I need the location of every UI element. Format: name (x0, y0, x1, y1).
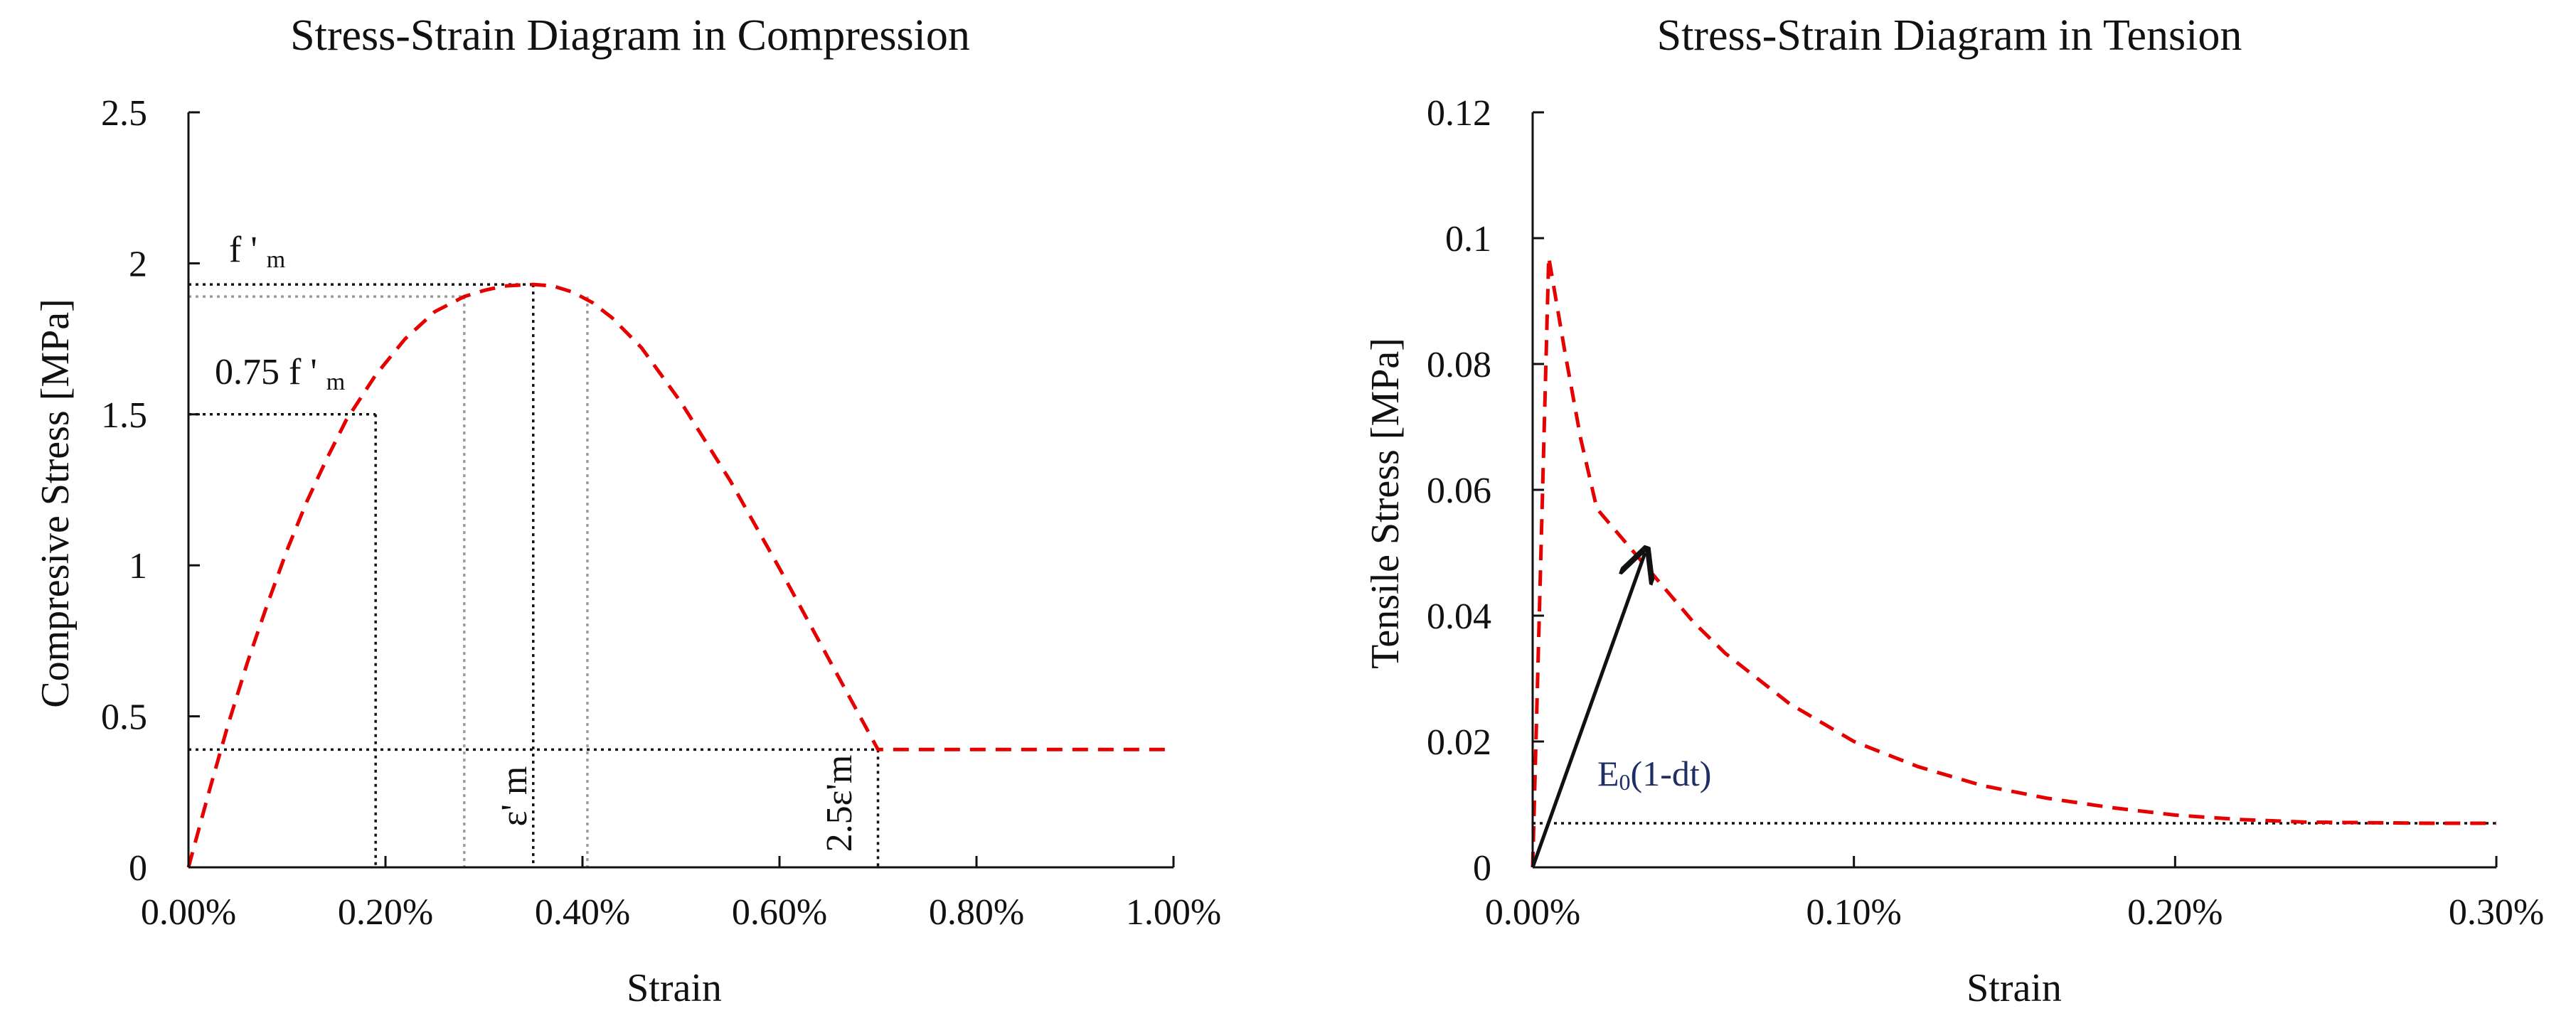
y-tick-label: 1 (129, 546, 147, 587)
tension-y-axis-label: Tensile Stress [MPa] (1363, 338, 1407, 669)
y-tick-label: 2 (129, 244, 147, 284)
compression-tick-labels: 0 0.5 1 1.5 2 2.5 0.00% 0.20% 0.40% 0.60% 0.80% 1.0… (101, 93, 1221, 933)
y-tick-label: 0.02 (1427, 722, 1491, 763)
compression-chart-title: Stress-Strain Diagram in Compression (290, 11, 970, 60)
y-tick-label: 0.1 (1445, 219, 1491, 259)
tension-axes (1531, 111, 2498, 869)
x-tick-label: 0.80% (929, 892, 1024, 933)
x-tick-label: 0.60% (732, 892, 827, 933)
annotation-075fm: 0.75 f ' m (215, 352, 345, 395)
compression-y-axis-label: Compresive Stress [MPa] (33, 299, 78, 708)
x-tick-label: 1.00% (1126, 892, 1221, 933)
y-tick-label: 1.5 (101, 395, 147, 436)
annotation-fm: f ' m (229, 230, 285, 273)
compression-series-line (186, 282, 1173, 868)
compression-x-axis-label: Strain (627, 966, 722, 1010)
stiffness-arrow (1531, 553, 1645, 868)
tension-tick-labels: 0 0.02 0.04 0.06 0.08 0.1 0.12 0.00% 0.10% 0.20% 0… (1427, 93, 2544, 933)
y-tick-label: 0 (1473, 848, 1491, 889)
x-tick-label: 0.40% (535, 892, 630, 933)
y-tick-label: 0.06 (1427, 471, 1491, 511)
annotation-em: ε' m (494, 766, 535, 827)
y-tick-label: 0 (129, 848, 147, 889)
x-tick-label: 0.00% (1485, 892, 1580, 933)
annotation-stiffness: E0(1-dt) (1597, 754, 1711, 795)
tension-chart-title: Stress-Strain Diagram in Tension (1657, 11, 2242, 60)
x-tick-label: 0.20% (338, 892, 433, 933)
x-tick-label: 0.20% (2127, 892, 2223, 933)
tension-x-axis-label: Strain (1966, 966, 2062, 1010)
annotation-25em: 2.5ε'm (819, 755, 860, 852)
x-tick-label: 0.00% (141, 892, 236, 933)
y-tick-label: 2.5 (101, 93, 147, 134)
y-tick-label: 0.12 (1427, 93, 1491, 134)
y-tick-label: 0.5 (101, 697, 147, 738)
compression-chart: Stress-Strain Diagram in Compression Str… (33, 11, 1221, 1010)
x-tick-label: 0.30% (2449, 892, 2544, 933)
tension-series-line (1531, 257, 2496, 868)
compression-guides (188, 283, 880, 867)
tension-chart: Stress-Strain Diagram in Tension Strain … (1363, 11, 2544, 1010)
x-tick-label: 0.10% (1806, 892, 1902, 933)
y-tick-label: 0.08 (1427, 345, 1491, 385)
compression-axes (187, 111, 1175, 869)
y-tick-label: 0.04 (1427, 596, 1491, 637)
